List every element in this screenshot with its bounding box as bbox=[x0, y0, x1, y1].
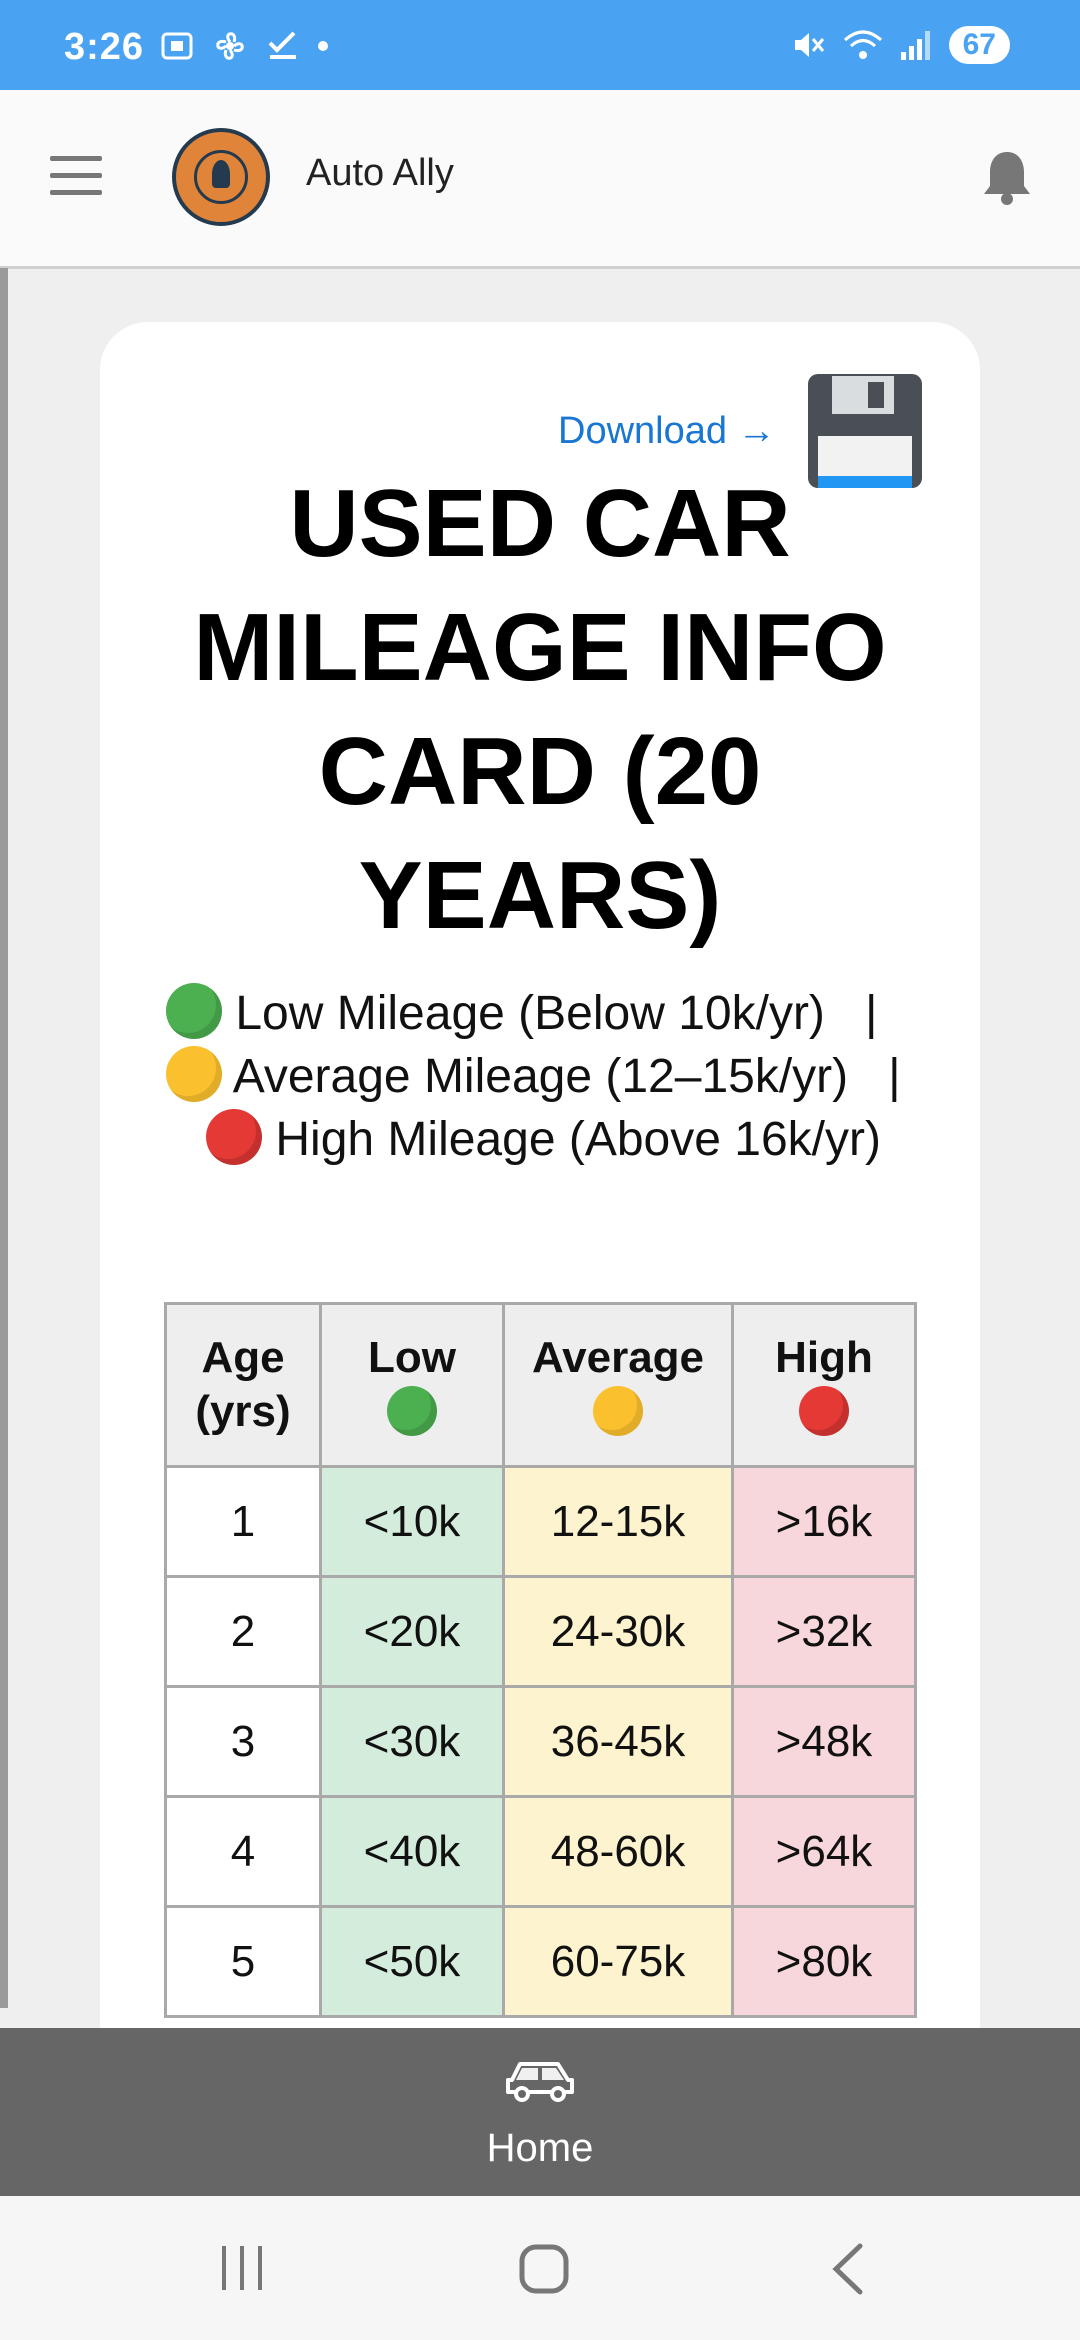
scroll-edge bbox=[0, 268, 8, 2008]
cell-high: >32k bbox=[731, 1575, 917, 1688]
app-logo bbox=[172, 128, 270, 226]
green-circle-icon bbox=[387, 1386, 437, 1436]
legend-separator: | bbox=[888, 1050, 901, 1103]
cell-average: 36-45k bbox=[502, 1685, 734, 1798]
header-age-label: Age (yrs) bbox=[195, 1333, 291, 1436]
back-chevron-icon[interactable] bbox=[828, 2242, 868, 2296]
cell-low: <40k bbox=[319, 1795, 505, 1908]
legend-low: Low Mileage (Below 10k/yr) bbox=[235, 987, 825, 1040]
header-high: High bbox=[731, 1302, 917, 1468]
home-label: Home bbox=[486, 2126, 594, 2170]
fan-icon bbox=[216, 32, 244, 60]
table-row: 3 <30k 36-45k >48k bbox=[164, 1685, 917, 1798]
app-title: Auto Ally bbox=[306, 152, 454, 194]
system-nav-bar bbox=[0, 2196, 1080, 2340]
wifi-icon bbox=[843, 30, 882, 59]
floppy-disk-icon[interactable] bbox=[806, 372, 924, 490]
yellow-circle-icon bbox=[166, 1046, 222, 1102]
mileage-info-card: Download → USED CAR MILEAGE INFO CARD (2… bbox=[100, 322, 980, 2042]
cell-low: <30k bbox=[319, 1685, 505, 1798]
status-bar: 3:26 67 bbox=[0, 0, 1080, 90]
header-low: Low bbox=[319, 1302, 505, 1468]
mute-icon bbox=[794, 33, 824, 57]
notification-dot-icon bbox=[318, 41, 328, 51]
cell-high: >48k bbox=[731, 1685, 917, 1798]
legend-high: High Mileage (Above 16k/yr) bbox=[275, 1113, 881, 1166]
cell-average: 12-15k bbox=[502, 1465, 734, 1578]
table-row: 4 <40k 48-60k >64k bbox=[164, 1795, 917, 1908]
cell-age: 3 bbox=[164, 1685, 322, 1798]
table-row: 2 <20k 24-30k >32k bbox=[164, 1575, 917, 1688]
table-row: 1 <10k 12-15k >16k bbox=[164, 1465, 917, 1578]
cell-age: 2 bbox=[164, 1575, 322, 1688]
table-row: 5 <50k 60-75k >80k bbox=[164, 1905, 917, 2018]
mileage-legend: Low Mileage (Below 10k/yr) | Average Mil… bbox=[166, 982, 926, 1171]
hamburger-menu-icon[interactable] bbox=[50, 156, 102, 196]
mileage-table: Age (yrs) Low Average High 1 <10k 12-15k… bbox=[164, 1302, 917, 2018]
battery-indicator: 67 bbox=[948, 26, 1010, 64]
legend-separator: | bbox=[864, 987, 878, 1040]
card-title: USED CAR MILEAGE INFO CARD (20 YEARS) bbox=[193, 470, 887, 949]
header-low-label: Low bbox=[368, 1333, 456, 1382]
signal-icon bbox=[900, 31, 930, 60]
bottom-nav-home[interactable]: Home bbox=[0, 2028, 1080, 2196]
car-icon bbox=[506, 2062, 574, 2102]
recent-apps-icon[interactable] bbox=[218, 2242, 268, 2294]
status-icons-right: 67 bbox=[791, 26, 1010, 64]
cell-high: >64k bbox=[731, 1795, 917, 1908]
table-header-row: Age (yrs) Low Average High bbox=[164, 1302, 917, 1468]
download-link[interactable]: Download → bbox=[558, 410, 776, 452]
header-high-label: High bbox=[775, 1333, 873, 1382]
header-average: Average bbox=[502, 1302, 734, 1468]
app-bar: Auto Ally bbox=[0, 90, 1080, 269]
cell-high: >80k bbox=[731, 1905, 917, 2018]
red-circle-icon bbox=[206, 1109, 263, 1165]
header-average-label: Average bbox=[531, 1333, 705, 1382]
home-circle-icon[interactable] bbox=[518, 2242, 570, 2296]
bell-icon[interactable] bbox=[980, 148, 1034, 206]
red-circle-icon bbox=[799, 1386, 849, 1436]
cell-age: 4 bbox=[164, 1795, 322, 1908]
cell-average: 48-60k bbox=[502, 1795, 734, 1908]
cell-low: <50k bbox=[319, 1905, 505, 2018]
status-icons-left bbox=[160, 28, 328, 64]
cell-average: 24-30k bbox=[502, 1575, 734, 1688]
cell-high: >16k bbox=[731, 1465, 917, 1578]
screenshot-icon bbox=[161, 32, 193, 60]
cell-age: 5 bbox=[164, 1905, 322, 2018]
legend-average: Average Mileage (12–15k/yr) bbox=[232, 1050, 849, 1103]
checklist-icon bbox=[268, 31, 296, 59]
yellow-circle-icon bbox=[593, 1386, 643, 1436]
status-time: 3:26 bbox=[64, 26, 145, 68]
header-age: Age (yrs) bbox=[164, 1302, 322, 1468]
green-circle-icon bbox=[166, 983, 222, 1039]
cell-age: 1 bbox=[164, 1465, 322, 1578]
cell-low: <10k bbox=[319, 1465, 505, 1578]
cell-low: <20k bbox=[319, 1575, 505, 1688]
cell-average: 60-75k bbox=[502, 1905, 734, 2018]
